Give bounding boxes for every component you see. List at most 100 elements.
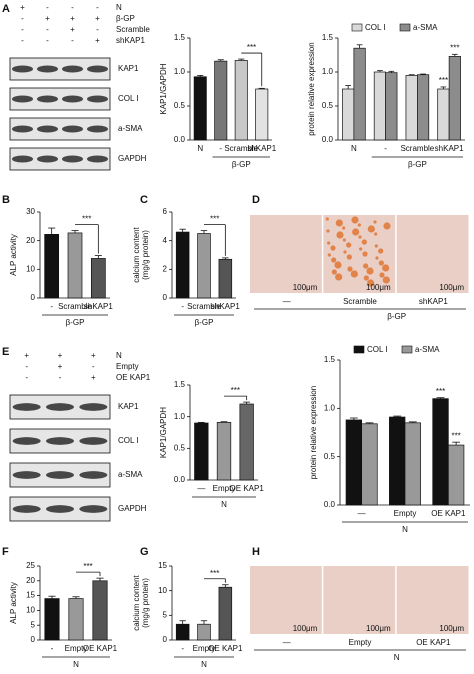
x-tick-label: shKAP1 <box>435 144 464 153</box>
bar <box>353 47 366 141</box>
blot-band <box>62 65 83 73</box>
condition-sign: - <box>96 25 99 34</box>
blot-band <box>12 155 33 163</box>
error-bar <box>345 85 352 89</box>
legend-swatch <box>353 345 365 354</box>
stain-spot <box>343 250 347 254</box>
bar <box>432 398 449 506</box>
error-bar <box>222 584 229 588</box>
bar <box>216 422 232 481</box>
y-tick-label: 1.5 <box>322 33 334 42</box>
group-label: N <box>221 500 227 509</box>
stain-spot <box>382 276 390 284</box>
x-tick-label: shKAP1 <box>211 302 240 311</box>
error-bar <box>220 421 228 423</box>
bar <box>385 72 398 141</box>
legend-label: COL I <box>365 23 386 32</box>
y-tick-label: 0.5 <box>322 101 334 110</box>
stain-spot <box>352 228 360 236</box>
blot-band <box>79 471 108 479</box>
blot-band <box>87 95 108 103</box>
stain-spot <box>326 229 330 233</box>
stain-spot <box>362 251 368 257</box>
x-tick-label: - <box>181 644 184 653</box>
bar <box>214 60 228 141</box>
error-bar <box>48 595 56 599</box>
condition-sign: - <box>46 36 49 45</box>
blot-strip <box>9 87 111 111</box>
bar <box>44 234 60 299</box>
error-bar <box>197 75 204 77</box>
stain-spot <box>346 254 352 260</box>
y-tick-label: 4 <box>163 236 168 245</box>
blot-band <box>46 403 74 411</box>
stain-spot <box>335 273 343 281</box>
micrograph <box>250 566 322 634</box>
legend-swatch <box>401 345 413 354</box>
x-tick-label: Empty <box>193 644 216 653</box>
x-tick-label: - <box>181 302 184 311</box>
bar <box>234 60 248 141</box>
stain-spot <box>351 216 359 224</box>
y-axis-label: (mg/g protein) <box>141 578 150 628</box>
micrograph <box>396 215 469 293</box>
legend-swatch <box>399 23 411 32</box>
error-bar <box>179 620 186 625</box>
bar <box>342 88 355 141</box>
group-label: N <box>394 653 400 662</box>
panel-letter: C <box>140 194 148 206</box>
blot-band <box>37 95 58 103</box>
error-bar <box>393 415 402 418</box>
condition-sign: + <box>58 351 63 360</box>
condition-sign: - <box>71 36 74 45</box>
stain-spot <box>325 217 329 221</box>
bar <box>345 419 363 506</box>
group-label: N <box>201 660 207 669</box>
stain-spot <box>375 256 379 260</box>
blot-band <box>87 125 108 133</box>
x-tick-label: N <box>197 144 203 153</box>
scale-bar-label: 100μm <box>293 283 318 292</box>
condition-sign: - <box>71 3 74 12</box>
bar <box>92 580 108 641</box>
x-tick-label: OE KAP1 <box>431 509 466 518</box>
stain-spot <box>334 261 342 269</box>
error-bar <box>200 620 208 625</box>
blot-band <box>12 437 41 445</box>
stain-spot <box>327 241 331 245</box>
error-bar <box>48 227 56 235</box>
error-bar <box>217 59 224 62</box>
significance-label: *** <box>439 76 448 85</box>
error-bar <box>408 421 417 423</box>
group-label: β-GP <box>387 312 406 321</box>
blot-strip <box>9 117 111 141</box>
y-tick-label: 0 <box>31 293 36 302</box>
y-tick-label: 5 <box>163 610 168 619</box>
condition-name: N <box>116 3 122 12</box>
condition-sign: + <box>70 14 75 23</box>
stain-spot <box>367 279 375 287</box>
image-label: Scramble <box>343 297 377 306</box>
group-label: N <box>73 660 79 669</box>
bar <box>218 586 233 641</box>
bar <box>361 423 378 506</box>
error-bar <box>197 421 205 423</box>
stain-spot <box>382 264 390 272</box>
significance-label: *** <box>450 43 459 52</box>
blot-label: GAPDH <box>118 154 147 163</box>
significance-label: *** <box>82 215 91 224</box>
blot-label: KAP1 <box>118 402 139 411</box>
blot-band <box>12 505 41 513</box>
condition-sign: - <box>21 14 24 23</box>
error-bar <box>72 596 80 599</box>
significance-label: *** <box>210 569 219 578</box>
bar <box>197 623 211 641</box>
stain-spot <box>350 270 358 278</box>
stain-spot <box>373 220 377 224</box>
condition-sign: + <box>45 14 50 23</box>
bar <box>239 403 254 481</box>
y-axis-label: calcium content <box>132 574 141 630</box>
blot-strip <box>9 57 111 81</box>
blot-label: COL I <box>118 94 139 103</box>
x-tick-label: shKAP1 <box>84 302 113 311</box>
